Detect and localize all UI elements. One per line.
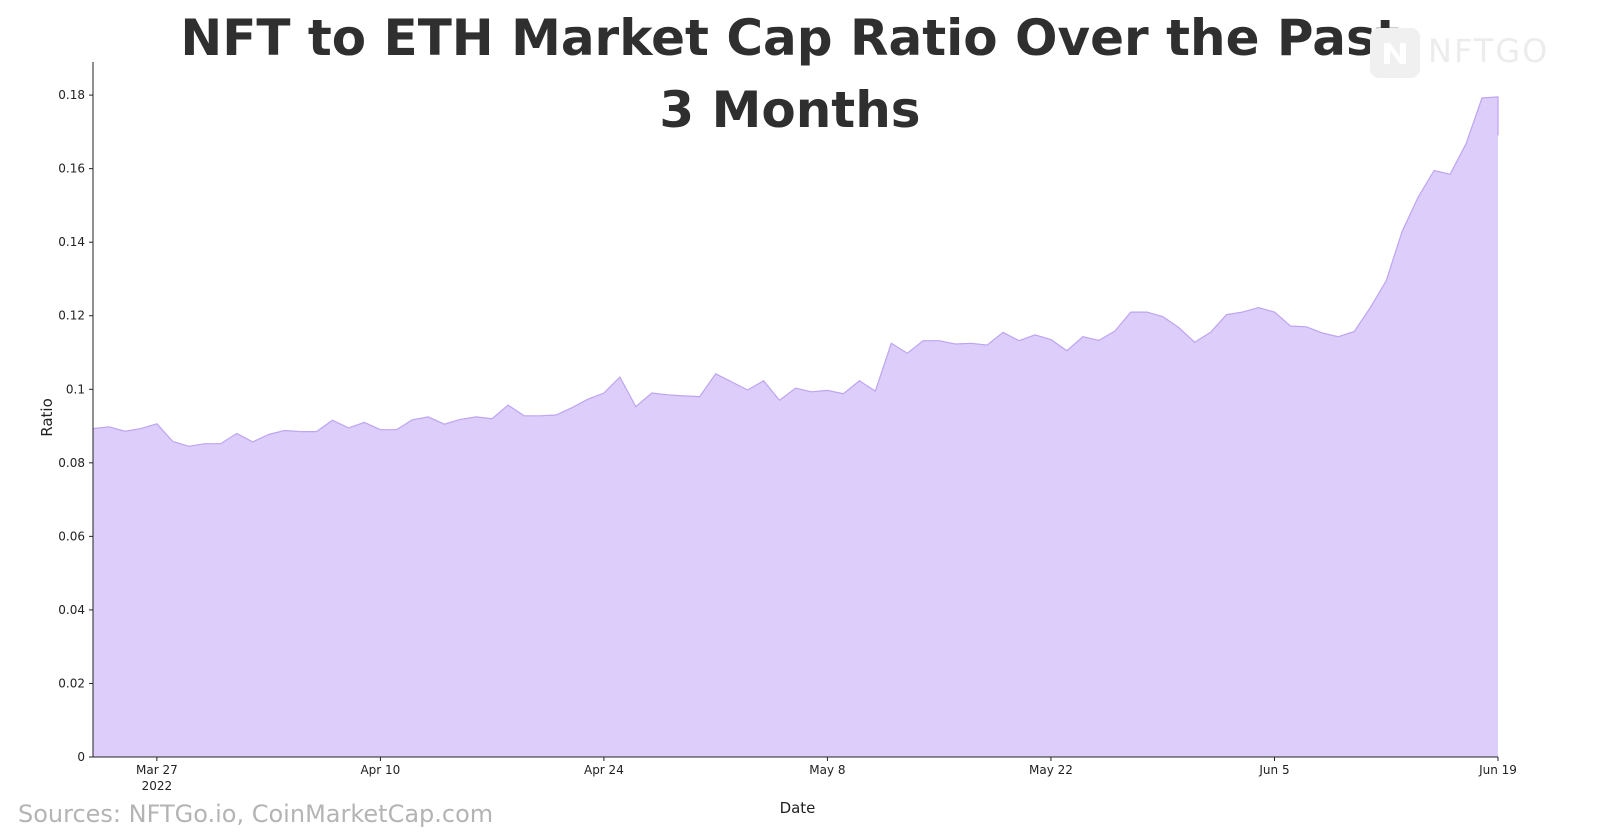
x-axis: Mar 27 2022 Apr 10 Apr 24 May 8 May 22 Jun 5 Ju… — [93, 756, 1517, 793]
x-tick-label: Apr 24 — [584, 763, 624, 777]
chart-title: NFT to ETH Market Cap Ratio Over the Pas… — [180, 9, 1400, 139]
y-tick-label: 0.1 — [66, 382, 85, 396]
x-tick-label: May 22 — [1029, 763, 1073, 777]
nftgo-logo-icon — [1370, 28, 1420, 78]
x-tick-label: Jun 5 — [1258, 763, 1289, 777]
plot-area — [92, 96, 1499, 757]
x-tick-label: Apr 10 — [360, 763, 400, 777]
y-tick-label: 0.06 — [58, 529, 85, 543]
series-area — [93, 96, 1498, 757]
source-note: Sources: NFTGo.io, CoinMarketCap.com — [18, 800, 494, 828]
nftgo-logo: NFTGO — [1370, 28, 1560, 80]
y-tick-label: 0.08 — [58, 456, 85, 470]
y-tick-label: 0.12 — [58, 309, 85, 323]
y-tick-label: 0.04 — [58, 603, 85, 617]
x-tick-label: Jun 19 — [1478, 763, 1517, 777]
logo-text: NFTGO — [1428, 32, 1550, 70]
x-axis-title: Date — [780, 799, 816, 817]
y-tick-label: 0 — [77, 750, 85, 764]
y-tick-label: 0.18 — [58, 88, 85, 102]
x-tick-sublabel: 2022 — [142, 779, 173, 793]
y-axis: 0 0.02 0.04 0.06 0.08 0.1 0.12 0.14 0.16 0.18 — [58, 62, 94, 764]
y-tick-label: 0.16 — [58, 162, 85, 176]
y-axis-title: Ratio — [38, 398, 56, 437]
y-tick-label: 0.02 — [58, 676, 85, 690]
x-tick-label: Mar 27 — [136, 763, 178, 777]
series-line — [92, 96, 1499, 447]
x-tick-label: May 8 — [809, 763, 845, 777]
y-tick-label: 0.14 — [58, 235, 85, 249]
